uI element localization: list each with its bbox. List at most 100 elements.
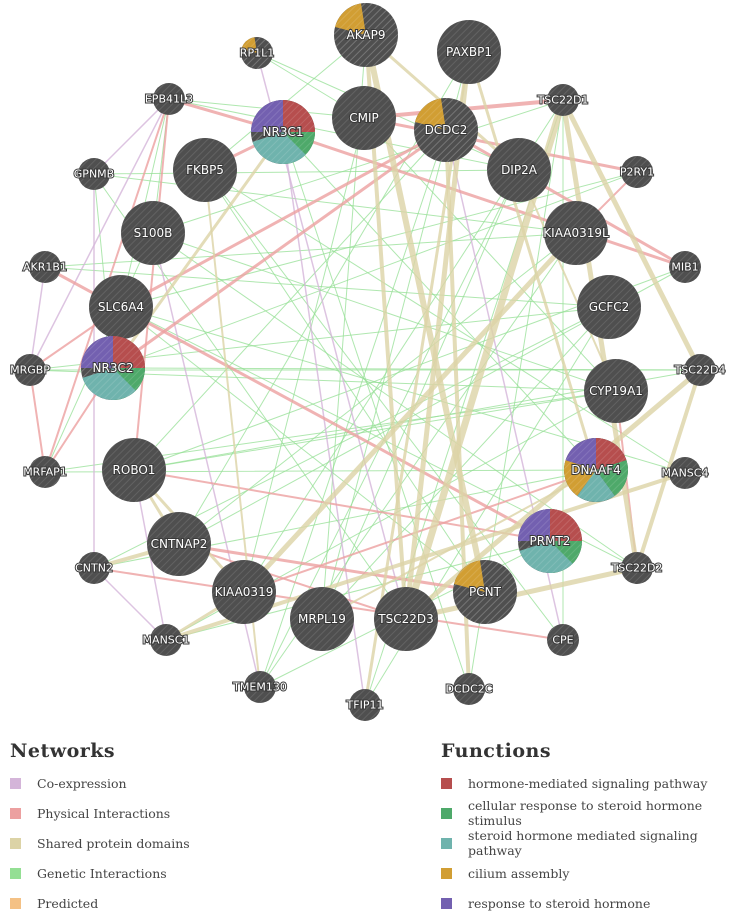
edge-dcdc2-robo1 xyxy=(133,129,447,471)
legend-label: Predicted xyxy=(37,895,99,911)
legend-item-predicted[interactable]: Predicted xyxy=(10,888,190,918)
legend-item-steroid-mediated-signaling[interactable]: steroid hormone mediated signaling pathw… xyxy=(441,828,733,858)
node-label: DNAAF4 xyxy=(571,463,621,477)
legend-item-physical-interactions[interactable]: Physical Interactions xyxy=(10,798,190,828)
networks-legend-list: Co-expression Physical Interactions Shar… xyxy=(10,768,190,918)
legend-label: Physical Interactions xyxy=(37,805,171,821)
node-mrfap1[interactable]: MRFAP1 xyxy=(22,456,68,488)
node-prmt2[interactable]: PRMT2 xyxy=(518,509,582,574)
node-dip2a[interactable]: DIP2A xyxy=(487,138,551,202)
edge-mansc4-fkbp5 xyxy=(204,169,686,474)
edge-nr3c1-mib1 xyxy=(281,130,687,269)
edge-cntnap2-tsc22d3 xyxy=(178,543,407,620)
node-mrgbp[interactable]: MRGBP xyxy=(9,354,51,386)
node-tsc22d3[interactable]: TSC22D3 xyxy=(374,587,438,651)
edge-epb41l3-gpnmb xyxy=(93,98,170,175)
edge-nr3c2-dcdc2 xyxy=(111,128,448,370)
functions-legend-title: Functions xyxy=(441,740,552,762)
nodes-layer: AKAP9 PAXBP1 RP1L1 EPB41L3 NR3C1 CMIP DCDC2 TSC… xyxy=(9,3,726,721)
edge-dip2a-cyp19a1 xyxy=(518,169,617,392)
legend-label: Co-expression xyxy=(37,775,127,791)
node-cntn2[interactable]: CNTN2 xyxy=(74,552,114,584)
legend-label: steroid hormone mediated signaling pathw… xyxy=(468,828,698,858)
node-label: KIAA0319 xyxy=(215,585,274,599)
gene-network-graph: AKAP9 PAXBP1 RP1L1 EPB41L3 NR3C1 CMIP DCDC2 TSC… xyxy=(9,3,726,721)
node-label: NR3C2 xyxy=(93,361,134,375)
legend-item-hormone-mediated-signaling[interactable]: hormone-mediated signaling pathway xyxy=(441,768,733,798)
edge-dcdc2-mib1 xyxy=(444,128,687,269)
node-nr3c2[interactable]: NR3C2 xyxy=(81,336,145,400)
node-hatch-overlay xyxy=(251,100,315,164)
node-cyp19a1[interactable]: CYP19A1 xyxy=(584,359,648,423)
edge-mrgbp-mrfap1 xyxy=(29,369,46,473)
edge-tsc22d1-tsc22d4 xyxy=(560,97,703,373)
node-nr3c1[interactable]: NR3C1 xyxy=(251,100,315,164)
node-mrpl19[interactable]: MRPL19 xyxy=(290,587,354,651)
node-p2ry1[interactable]: P2RY1 xyxy=(619,156,655,188)
node-label: NR3C1 xyxy=(263,125,304,139)
node-circle xyxy=(349,689,381,721)
node-cntnap2[interactable]: CNTNAP2 xyxy=(147,512,211,576)
node-akr1b1[interactable]: AKR1B1 xyxy=(22,251,68,283)
node-dcdc2c[interactable]: DCDC2C xyxy=(445,673,494,705)
node-circle xyxy=(121,201,185,265)
shared-protein-domains-swatch xyxy=(10,837,21,849)
node-akap9[interactable]: AKAP9 xyxy=(334,3,398,67)
legend-label: cilium assembly xyxy=(468,865,570,881)
node-cpe[interactable]: CPE xyxy=(547,624,579,656)
node-label: TSC22D2 xyxy=(611,562,663,575)
node-cmip[interactable]: CMIP xyxy=(332,86,396,150)
node-hatch-overlay xyxy=(564,438,628,502)
node-tmem130[interactable]: TMEM130 xyxy=(231,671,288,703)
legend-item-genetic-interactions[interactable]: Genetic Interactions xyxy=(10,858,190,888)
node-paxbp1[interactable]: PAXBP1 xyxy=(437,20,501,84)
node-kiaa0319[interactable]: KIAA0319 xyxy=(212,560,276,624)
node-label: CNTNAP2 xyxy=(151,537,208,551)
node-label: MANSC4 xyxy=(662,467,709,480)
node-rp1l1[interactable]: RP1L1 xyxy=(239,37,275,69)
functions-legend-list: hormone-mediated signaling pathway cellu… xyxy=(441,768,733,918)
node-circle xyxy=(669,251,701,283)
node-gcfc2[interactable]: GCFC2 xyxy=(577,275,641,339)
node-label: KIAA0319L xyxy=(543,226,609,240)
edge-cmip-kiaa0319 xyxy=(243,117,365,593)
node-epb41l3[interactable]: EPB41L3 xyxy=(144,83,194,115)
legend-item-cellular-response-steroid[interactable]: cellular response to steroid hormone sti… xyxy=(441,798,733,828)
node-slc6a4[interactable]: SLC6A4 xyxy=(89,275,153,339)
node-circle xyxy=(89,275,153,339)
node-label: SLC6A4 xyxy=(98,300,144,314)
node-hatch-overlay xyxy=(414,98,478,162)
edge-kiaa0319l-kiaa0319 xyxy=(241,230,579,595)
node-circle xyxy=(684,354,716,386)
genetic-interactions-swatch xyxy=(10,867,21,879)
node-circle xyxy=(173,138,237,202)
node-circle xyxy=(153,83,185,115)
predicted-swatch xyxy=(10,897,21,909)
node-mansc1[interactable]: MANSC1 xyxy=(142,624,190,656)
node-s100b[interactable]: S100B xyxy=(121,201,185,265)
edge-cyp19a1-robo1 xyxy=(133,390,617,471)
node-tsc22d1[interactable]: TSC22D1 xyxy=(536,84,589,116)
node-mib1[interactable]: MIB1 xyxy=(669,251,701,283)
node-tsc22d4[interactable]: TSC22D4 xyxy=(673,354,726,386)
node-fkbp5[interactable]: FKBP5 xyxy=(173,138,237,202)
node-robo1[interactable]: ROBO1 xyxy=(102,438,166,502)
node-tfip11[interactable]: TFIP11 xyxy=(345,689,384,721)
legend-item-response-steroid-hormone[interactable]: response to steroid hormone xyxy=(441,888,733,918)
legend-item-cilium-assembly[interactable]: cilium assembly xyxy=(441,858,733,888)
legend-item-co-expression[interactable]: Co-expression xyxy=(10,768,190,798)
node-circle xyxy=(78,552,110,584)
node-gpnmb[interactable]: GPNMB xyxy=(73,158,115,190)
node-kiaa0319l[interactable]: KIAA0319L xyxy=(542,201,610,265)
node-pcnt[interactable]: PCNT xyxy=(453,560,517,624)
node-label: TFIP11 xyxy=(346,699,384,712)
node-label: PRMT2 xyxy=(530,534,571,548)
node-circle xyxy=(374,587,438,651)
node-mansc4[interactable]: MANSC4 xyxy=(661,457,709,489)
legend-item-shared-protein-domains[interactable]: Shared protein domains xyxy=(10,828,190,858)
node-hatch-overlay xyxy=(518,509,582,573)
node-tsc22d2[interactable]: TSC22D2 xyxy=(610,552,663,584)
node-dnaaf4[interactable]: DNAAF4 xyxy=(563,438,628,503)
node-dcdc2[interactable]: DCDC2 xyxy=(414,98,478,162)
legend-label: response to steroid hormone xyxy=(468,895,651,911)
